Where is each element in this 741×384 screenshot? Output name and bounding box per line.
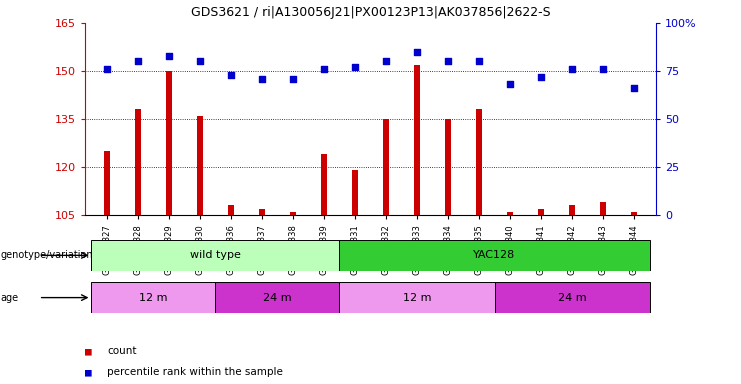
Point [101,66,113,72]
Point [380,58,392,65]
Bar [290,212,296,215]
Text: wild type: wild type [190,250,241,260]
Text: YAC128: YAC128 [473,250,516,260]
Point [597,66,609,72]
Bar [339,240,650,271]
Bar [494,282,650,313]
Text: 24 m: 24 m [558,293,586,303]
Point [349,64,361,70]
Bar [383,119,389,215]
Bar [445,119,451,215]
Bar [259,209,265,215]
Text: age: age [1,293,19,303]
Text: 12 m: 12 m [139,293,167,303]
Point [225,72,237,78]
Bar [352,170,358,215]
Point [194,58,206,65]
Text: ■: ■ [85,367,92,377]
Point [132,58,144,65]
Point [535,74,547,80]
Point [504,81,516,88]
Point [566,66,578,72]
Text: percentile rank within the sample: percentile rank within the sample [107,367,283,377]
Text: ■: ■ [85,346,92,356]
Bar [91,240,339,271]
Point [163,53,175,59]
Point [628,85,640,91]
Bar [135,109,141,215]
Bar [569,205,575,215]
Bar [476,109,482,215]
Point [256,76,268,82]
Bar [508,212,513,215]
Bar [600,202,606,215]
Bar [104,151,110,215]
Point [473,58,485,65]
Bar [166,71,172,215]
Text: 24 m: 24 m [263,293,292,303]
Bar [228,205,233,215]
Bar [197,116,203,215]
Point [411,49,423,55]
Point [287,76,299,82]
Bar [339,282,494,313]
Bar [216,282,339,313]
Text: count: count [107,346,137,356]
Point [318,66,330,72]
Bar [631,212,637,215]
Point [442,58,454,65]
Text: 12 m: 12 m [403,293,431,303]
Bar [538,209,544,215]
Bar [321,154,327,215]
Text: genotype/variation: genotype/variation [1,250,93,260]
Bar [91,282,216,313]
Bar [414,65,420,215]
Title: GDS3621 / ri|A130056J21|PX00123P13|AK037856|2622-S: GDS3621 / ri|A130056J21|PX00123P13|AK037… [190,6,551,19]
